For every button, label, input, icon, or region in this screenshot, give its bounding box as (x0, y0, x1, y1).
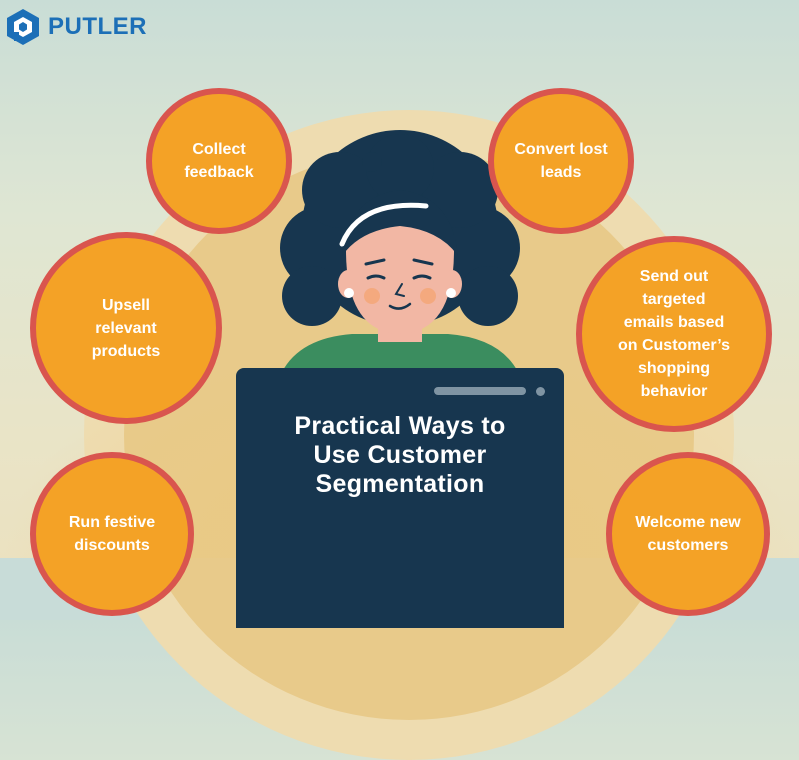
bubble-targeted-emails: Send out targeted emails based on Custom… (576, 236, 772, 432)
left-cheek (364, 288, 380, 304)
bubble-label: Upsell relevant products (91, 296, 161, 360)
right-earring (446, 288, 456, 298)
brand-name: PUTLER (48, 13, 147, 40)
green-shirt (282, 334, 518, 372)
bubble-convert-lost-leads: Convert lost leads (488, 88, 634, 234)
woman-illustration (280, 130, 520, 372)
bubble-label: Run festive discounts (68, 514, 156, 554)
face (346, 222, 454, 334)
bubble-welcome-customers: Welcome new customers (606, 452, 770, 616)
diagram-title: Practical Ways to Use Customer Segmentat… (294, 412, 506, 498)
bubble-label: Collect feedback (184, 141, 254, 181)
right-eyebrow (412, 258, 434, 266)
right-eye (412, 274, 432, 280)
bubble-festive-discounts: Run festive discounts (30, 452, 194, 616)
headband (339, 202, 429, 247)
laptop-camera-bar (434, 387, 526, 395)
laptop-camera-dot (536, 387, 545, 396)
bangs (342, 190, 458, 256)
laptop: Practical Ways to Use Customer Segmentat… (236, 368, 564, 628)
right-cheek (420, 288, 436, 304)
left-eyebrow (364, 258, 386, 266)
putler-logo: PUTLER (6, 8, 147, 46)
bubble-label: Welcome new customers (635, 514, 741, 554)
mouth (388, 302, 412, 310)
left-eye (366, 274, 386, 280)
putler-logo-icon (7, 9, 39, 45)
left-earring (344, 288, 354, 298)
bubble-label: Send out targeted emails based on Custom… (617, 268, 730, 400)
bubble-upsell-products: Upsell relevant products (30, 232, 222, 424)
infographic: PUTLER (0, 8, 799, 760)
bubble-collect-feedback: Collect feedback (146, 88, 292, 234)
bubble-label: Convert lost leads (514, 141, 608, 181)
nose (394, 283, 405, 297)
